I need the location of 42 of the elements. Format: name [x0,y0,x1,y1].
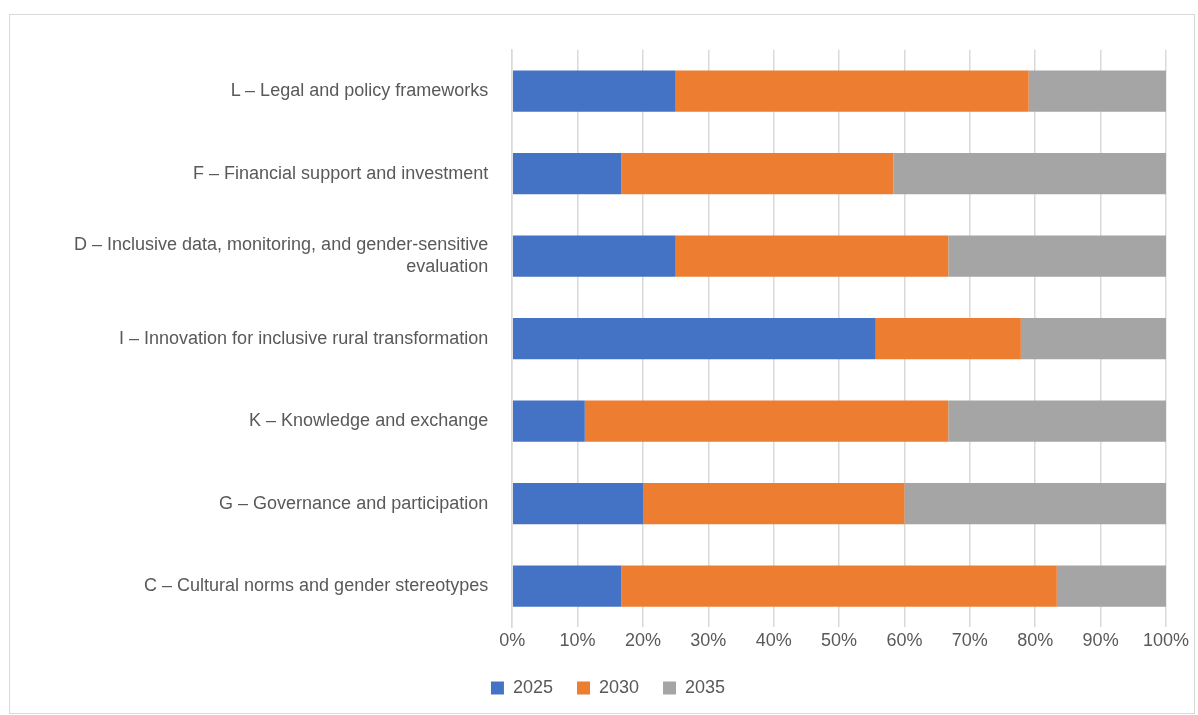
x-tick-label: 100% [1142,630,1190,651]
bar [512,235,676,277]
y-tick-label: L – Legal and policy frameworks [230,80,489,101]
bar [1028,70,1166,112]
bar [621,565,1057,607]
bar [904,483,1166,525]
x-tick-label: 80% [1017,630,1054,651]
y-tick-label: K – Knowledge and exchange [249,410,489,431]
x-tick-label: 10% [559,630,596,651]
bar [512,565,622,607]
y-tick-label: G – Governance and participation [219,492,489,513]
y-tick-label: C – Cultural norms and gender stereotypes [144,575,489,596]
bar [512,400,585,442]
legend-label: 2035 [685,676,726,697]
y-tick-label: D – Inclusive data, monitoring, and gender-sensitive evaluation [73,234,489,276]
bar [512,70,676,112]
y-tick-label: I – Innovation for inclusive rural transformation [119,327,489,348]
bar [875,317,1021,360]
legend-label: 2025 [512,676,553,697]
x-tick-label: 20% [624,630,661,651]
bar [948,235,1166,277]
x-tick-label: 50% [821,630,858,651]
x-tick-label: 30% [690,630,727,651]
x-tick-label: 70% [951,630,988,651]
x-tick-label: 40% [755,630,792,651]
x-tick-label: 0% [499,630,526,651]
bar [675,235,949,277]
x-tick-label: 90% [1082,630,1119,651]
bar [512,152,622,195]
bar [642,483,905,525]
bar [948,400,1166,442]
bar [675,70,1029,112]
bar [1020,317,1166,360]
legend-label: 2030 [598,676,640,697]
bar [512,317,876,360]
x-tick-label: 60% [886,630,923,651]
y-tick-label: F – Financial support and investment [193,162,489,183]
bar [893,152,1166,195]
bar [512,483,643,525]
bar [1056,565,1166,607]
bar [584,400,949,442]
bar [621,152,894,195]
